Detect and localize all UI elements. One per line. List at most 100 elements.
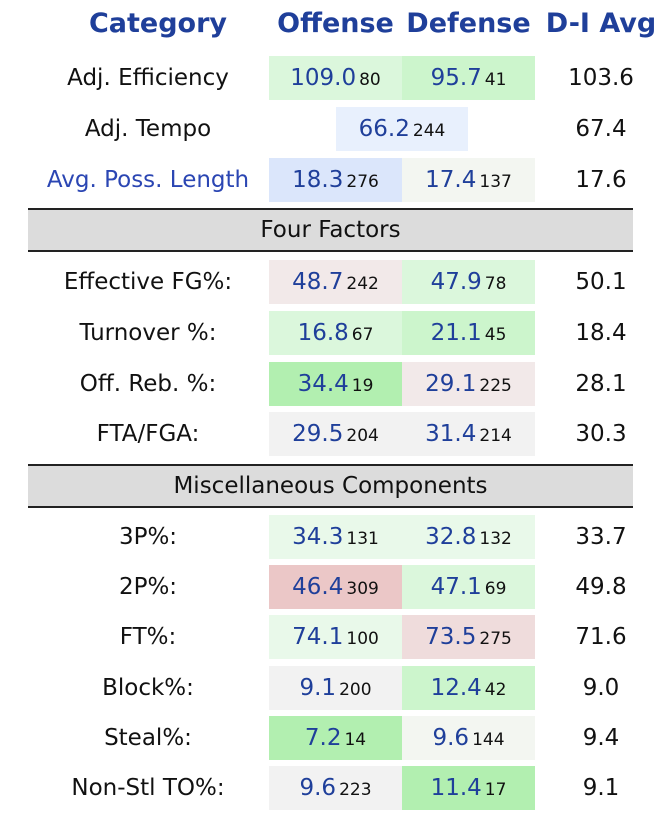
table-row: Non-Stl TO%: 9.6 223 11.4 17 9.1 [0,766,667,810]
table-row: Turnover %: 16.8 67 21.1 45 18.4 [0,311,667,355]
d1-avg-value: 49.8 [575,574,627,600]
offense-value: 18.3 [292,167,344,193]
defense-rank: 144 [472,730,505,750]
d1-avg-header[interactable]: D-I Avg [545,8,657,39]
defense-cell: 21.1 45 [402,311,535,355]
offense-rank: 309 [346,579,379,599]
table-row: FTA/FGA: 29.5 204 31.4 214 30.3 [0,412,667,456]
row-label: Effective FG%: [63,269,233,295]
row-label: Adj. Tempo [84,116,212,142]
defense-rank: 17 [484,780,507,800]
defense-cell: 32.8 132 [402,515,535,559]
offense-value: 9.6 [299,775,337,801]
defense-cell: 31.4 214 [402,412,535,456]
row-label: Steal%: [104,725,192,751]
defense-rank: 42 [484,680,507,700]
tempo-value: 66.2 [358,116,410,142]
offense-cell: 74.1 100 [269,615,402,659]
offense-rank: 204 [346,426,379,446]
avg-poss-length-link[interactable]: Avg. Poss. Length [46,167,250,193]
offense-cell: 16.8 67 [269,311,402,355]
table-row: 2P%: 46.4 309 47.1 69 49.8 [0,565,667,609]
tempo-cell: 66.2 244 [336,107,468,151]
offense-cell: 7.2 14 [269,716,402,760]
offense-cell: 34.4 19 [269,362,402,406]
table-row: Avg. Poss. Length 18.3 276 17.4 137 17.6 [0,158,667,202]
row-label: FT%: [119,624,177,650]
offense-cell: 29.5 204 [269,412,402,456]
row-label: Adj. Efficiency [67,65,229,91]
d1-avg-value: 33.7 [575,524,627,550]
defense-cell: 11.4 17 [402,766,535,810]
defense-value: 32.8 [425,524,477,550]
offense-rank: 131 [346,529,379,549]
table-header: Category Offense Defense D-I Avg [0,0,667,52]
offense-cell: 109.0 80 [269,56,402,100]
offense-cell: 9.1 200 [269,666,402,710]
defense-value: 95.7 [430,65,482,91]
table-row: Off. Reb. %: 34.4 19 29.1 225 28.1 [0,362,667,406]
tempo-rank: 244 [412,121,446,141]
offense-rank: 14 [344,730,367,750]
d1-avg-value: 67.4 [575,116,627,142]
offense-value: 48.7 [292,269,344,295]
defense-rank: 137 [479,172,512,192]
row-label: Off. Reb. %: [79,371,217,397]
defense-rank: 69 [484,579,507,599]
offense-value: 34.4 [297,371,349,397]
d1-avg-value: 17.6 [575,167,627,193]
row-label: Non-Stl TO%: [71,775,225,801]
offense-value: 34.3 [292,524,344,550]
offense-value: 9.1 [299,675,337,701]
offense-rank: 100 [346,629,379,649]
row-label: Turnover %: [79,320,217,346]
row-label: FTA/FGA: [96,421,200,447]
defense-value: 21.1 [430,320,482,346]
offense-rank: 200 [339,680,372,700]
defense-cell: 17.4 137 [402,158,535,202]
defense-rank: 225 [479,376,512,396]
offense-cell: 46.4 309 [269,565,402,609]
defense-cell: 47.1 69 [402,565,535,609]
offense-rank: 80 [359,70,381,90]
offense-rank: 19 [351,376,374,396]
offense-header[interactable]: Offense [277,8,394,39]
offense-cell: 9.6 223 [269,766,402,810]
defense-value: 73.5 [425,624,477,650]
defense-value: 31.4 [425,421,477,447]
defense-cell: 29.1 225 [402,362,535,406]
defense-value: 47.1 [430,574,482,600]
offense-cell: 48.7 242 [269,260,402,304]
defense-rank: 132 [479,529,512,549]
defense-value: 12.4 [430,675,482,701]
table-row: Steal%: 7.2 14 9.6 144 9.4 [0,716,667,760]
defense-value: 29.1 [425,371,477,397]
table-row: Adj. Efficiency 109.0 80 95.7 41 103.6 [0,56,667,100]
table-row: 3P%: 34.3 131 32.8 132 33.7 [0,515,667,559]
offense-rank: 67 [351,325,374,345]
table-row: Effective FG%: 48.7 242 47.9 78 50.1 [0,260,667,304]
offense-value: 7.2 [304,725,342,751]
offense-cell: 18.3 276 [269,158,402,202]
defense-value: 9.6 [432,725,470,751]
defense-cell: 95.7 41 [402,56,535,100]
offense-value: 46.4 [292,574,344,600]
defense-rank: 214 [479,426,512,446]
offense-value: 74.1 [292,624,344,650]
offense-cell: 34.3 131 [269,515,402,559]
offense-rank: 242 [346,274,379,294]
d1-avg-value: 103.6 [568,65,634,91]
d1-avg-value: 30.3 [575,421,627,447]
defense-header[interactable]: Defense [406,8,531,39]
misc-components-section-header: Miscellaneous Components [28,464,633,508]
defense-cell: 9.6 144 [402,716,535,760]
defense-rank: 41 [484,70,507,90]
defense-rank: 45 [484,325,507,345]
table-row: Block%: 9.1 200 12.4 42 9.0 [0,666,667,710]
category-header[interactable]: Category [88,8,228,39]
offense-value: 29.5 [292,421,344,447]
table-row: FT%: 74.1 100 73.5 275 71.6 [0,615,667,659]
offense-rank: 276 [346,172,379,192]
defense-cell: 73.5 275 [402,615,535,659]
